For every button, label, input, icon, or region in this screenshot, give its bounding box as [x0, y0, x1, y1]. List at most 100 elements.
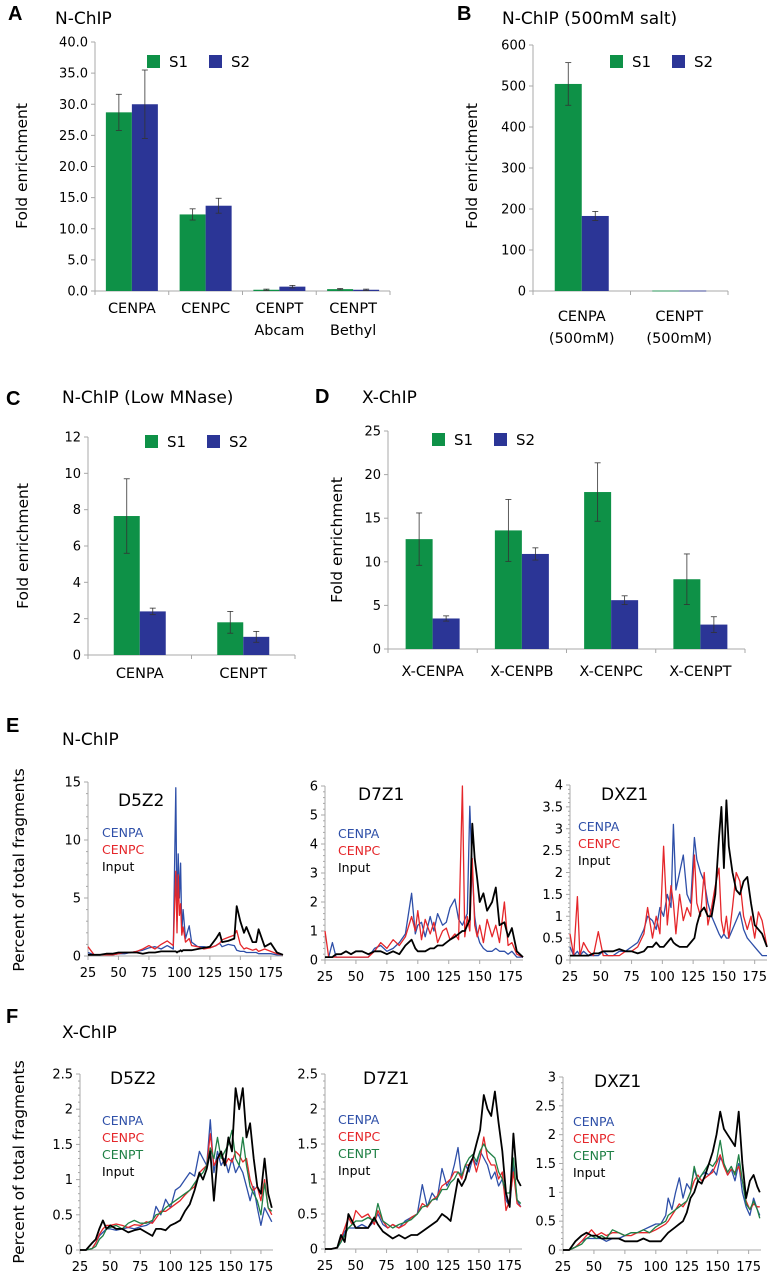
x-tick-label: 150: [467, 970, 492, 985]
error-bar: [363, 288, 370, 291]
error-bar: [621, 595, 628, 605]
y-tick-label: 2: [310, 1103, 318, 1118]
x-tick-label: 50: [348, 1259, 365, 1274]
series-line-cenpt: [325, 1143, 522, 1250]
x-tick-label: 100: [643, 1260, 668, 1275]
y-tick-label: 2: [548, 1128, 556, 1143]
y-tick-label: 2: [65, 1103, 73, 1118]
bar-s2: [205, 205, 232, 291]
error-bar: [532, 547, 539, 561]
x-tick-label: 150: [218, 1260, 243, 1275]
legend-swatch-s1: [147, 55, 160, 68]
y-tick-label: 3.5: [542, 800, 563, 815]
panel-f2: 00.511.522.525 50 75 100 125 150 175D7Z1CENPAC…: [297, 1068, 522, 1275]
legend-label-input: Input: [102, 1164, 134, 1179]
plot-subtitle: D7Z1: [358, 785, 404, 805]
legend: S1 S2: [432, 431, 535, 449]
legend: S1 S2: [145, 433, 248, 451]
bar-s2: [432, 618, 460, 649]
x-category-label: X-CENPB: [490, 664, 553, 680]
x-tick-label: 50: [586, 1260, 603, 1275]
x-category-label: X-CENPC: [579, 664, 642, 680]
panel-d: D X-ChIP Fold enrichment 0 5 10 15 20 25 X-CENPA X…: [315, 386, 746, 680]
legend-label-cenpc: CENPC: [338, 1129, 381, 1144]
x-category-label: X-CENPT: [669, 664, 731, 680]
y-tick-label: 12: [64, 431, 81, 446]
y-axis-label: Percent of total fragments: [10, 768, 28, 971]
legend-label-cenpa: CENPA: [338, 826, 380, 841]
x-tick-label: 150: [228, 966, 253, 981]
legend: CENPA CENPC Input: [578, 819, 621, 868]
panel-f1: F X-ChIP Percent of total fragments 0 0.5 1 1.…: [6, 1006, 273, 1275]
x-tick-label: 175: [742, 970, 767, 985]
x-tick-label: 25: [80, 966, 97, 981]
legend-swatch-s2: [494, 433, 507, 446]
legend-label: S1: [169, 53, 188, 71]
x-tick-label: 150: [705, 1260, 730, 1275]
legend: S1 S2: [610, 53, 713, 71]
y-tick-label: 10: [64, 467, 81, 482]
bar-s2: [679, 290, 707, 292]
series-line-cenpc: [324, 785, 524, 958]
y-tick-label: 0: [73, 649, 81, 664]
x-category-label: CENPA: [108, 301, 156, 317]
y-tick-label: 500: [501, 80, 526, 95]
series-line-cenpa: [563, 1157, 761, 1251]
legend-label-cenpc: CENPC: [578, 836, 621, 851]
y-axis-label: Fold enrichment: [463, 103, 481, 229]
error-bar: [227, 611, 234, 634]
bar-s1: [179, 214, 206, 291]
y-tick-label: 30.0: [59, 98, 88, 113]
y-tick-label: 1: [548, 1186, 556, 1201]
x-tick-label: 75: [378, 1259, 395, 1274]
y-tick-label: 0.0: [67, 285, 88, 300]
series-line-cenpt: [563, 1139, 761, 1251]
y-tick-label: 6: [310, 780, 318, 795]
y-tick-label: 2.5: [297, 1068, 318, 1083]
legend-swatch-s2: [672, 55, 685, 68]
legend-label: S2: [231, 53, 250, 71]
x-tick-label: 25: [317, 1259, 334, 1274]
legend-label-cenpa: CENPA: [102, 1113, 144, 1128]
legend-label-cenpa: CENPA: [573, 1114, 615, 1129]
y-tick-label: 5: [73, 892, 81, 907]
legend-label: S1: [632, 53, 651, 71]
legend: CENPA CENPC CENPT Input: [338, 1112, 381, 1178]
error-bar: [565, 62, 572, 106]
series-line-cenpc: [325, 1136, 522, 1250]
series-line-input: [88, 905, 284, 956]
legend-label-input: Input: [102, 859, 134, 874]
series-line-input: [563, 1110, 761, 1251]
legend-swatch-s2: [209, 55, 222, 68]
y-tick-label: 10.0: [59, 222, 88, 237]
bar-s2: [581, 215, 609, 291]
error-bar: [592, 211, 599, 221]
plot-subtitle: DXZ1: [601, 785, 648, 805]
legend-label-input: Input: [338, 860, 370, 875]
bar-s1: [652, 290, 680, 292]
x-category-label: Abcam: [254, 323, 304, 339]
x-tick-label: 100: [650, 970, 675, 985]
y-tick-label: 0.5: [542, 932, 563, 947]
y-tick-label: 35.0: [59, 67, 88, 82]
y-axis-label: Fold enrichment: [13, 103, 31, 229]
panel-a: A N-ChIP Fold enrichment 0.0 5.0 10.0 15.0 20.0…: [8, 3, 391, 339]
legend-label-cenpc: CENPC: [573, 1131, 616, 1146]
y-tick-label: 40.0: [59, 36, 88, 51]
panel-e2: 0 1 2 3 4 5 6 25 50 75 100 125 150 175 D7Z1 CENPA CENPC I…: [310, 780, 524, 985]
x-tick-label: 25: [72, 1260, 89, 1275]
x-tick-label: 25: [317, 970, 334, 985]
legend-swatch-s1: [145, 435, 158, 448]
y-tick-label: 4: [73, 576, 81, 591]
bar-s2: [521, 553, 549, 649]
y-tick-label: 15.0: [59, 191, 88, 206]
panel-e1: E N-ChIP Percent of total fragments 0 5 10 15 2…: [6, 715, 284, 981]
y-tick-label: 200: [501, 203, 526, 218]
y-axis-label: Fold enrichment: [14, 483, 32, 609]
legend-label-cenpa: CENPA: [578, 819, 620, 834]
y-tick-label: 100: [501, 244, 526, 259]
legend-swatch-s1: [610, 55, 623, 68]
y-tick-label: 5: [310, 809, 318, 824]
x-tick-label: 175: [258, 966, 283, 981]
y-tick-label: 0.5: [52, 1208, 73, 1223]
